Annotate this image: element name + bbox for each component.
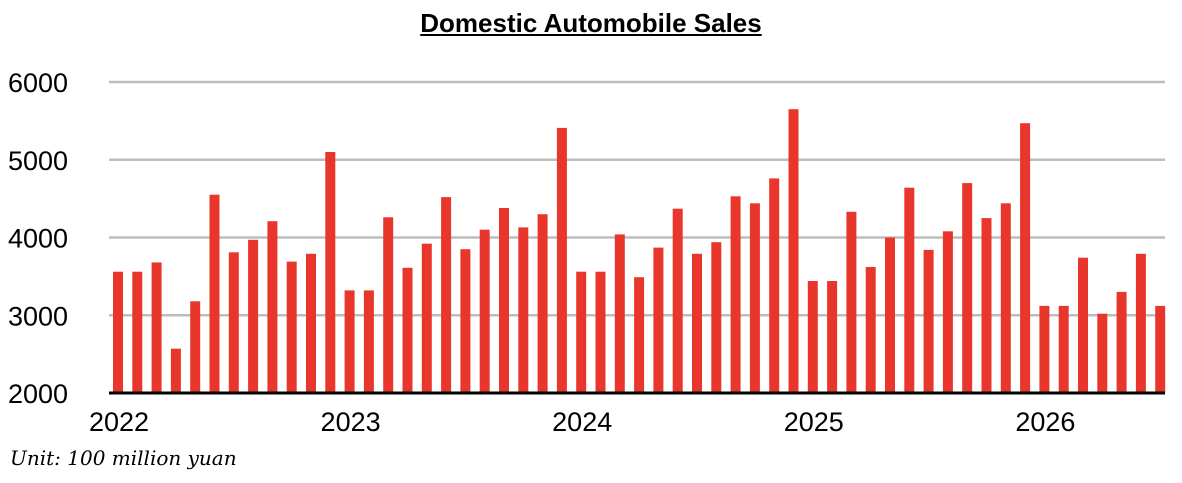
bar-2024-04 <box>634 277 645 393</box>
bar-2024-07 <box>692 253 702 393</box>
bar-2022-10 <box>286 261 297 393</box>
bar-2023-06 <box>441 197 452 393</box>
bars <box>113 109 1166 394</box>
bar-2026-03 <box>1078 257 1088 393</box>
y-tick-label-2000: 2000 <box>8 379 68 409</box>
bar-2022-01 <box>113 271 123 393</box>
bar-2023-07 <box>460 249 471 393</box>
bar-2023-08 <box>479 229 490 393</box>
bar-2025-04 <box>865 267 876 393</box>
bar-2025-01 <box>807 281 818 393</box>
bar-2025-08 <box>942 231 953 393</box>
bar-2022-09 <box>267 221 278 393</box>
bar-2025-11 <box>1000 203 1011 393</box>
bar-2022-06 <box>209 194 220 393</box>
bar-2023-04 <box>402 267 413 393</box>
bar-2024-05 <box>653 247 664 393</box>
x-tick-label-2025: 2025 <box>784 407 844 437</box>
bar-2025-07 <box>923 249 934 393</box>
bar-2024-08 <box>711 242 722 393</box>
bar-2022-12 <box>325 152 336 393</box>
bar-2025-10 <box>981 218 992 393</box>
bar-2025-06 <box>904 187 915 393</box>
y-tick-label-4000: 4000 <box>8 224 68 254</box>
bar-2025-05 <box>885 237 895 393</box>
bar-2024-09 <box>730 196 741 393</box>
x-tick-label-2023: 2023 <box>321 407 381 437</box>
x-tick-label-2026: 2026 <box>1015 407 1075 437</box>
axes: 2000 3000 4000 5000 6000 2022 2023 2024 2025 2026 <box>8 68 1165 437</box>
bar-2024-03 <box>614 234 625 393</box>
bar-2026-06 <box>1135 253 1146 393</box>
y-tick-label-3000: 3000 <box>8 301 68 331</box>
bar-2023-10 <box>518 227 529 393</box>
bar-2024-02 <box>595 271 606 393</box>
unit-note: Unit: 100 million yuan <box>10 446 237 470</box>
bar-2025-03 <box>846 211 857 393</box>
bar-2026-01 <box>1039 305 1050 393</box>
bar-2024-06 <box>672 208 683 393</box>
bar-2024-01 <box>576 271 587 393</box>
bar-2024-10 <box>749 203 760 393</box>
bar-2025-09 <box>962 183 973 393</box>
bar-2023-11 <box>537 214 548 393</box>
bar-2022-04 <box>170 348 181 393</box>
bar-2022-03 <box>151 262 162 393</box>
bar-2022-08 <box>248 239 259 393</box>
bar-2026-04 <box>1097 313 1108 393</box>
bar-2026-05 <box>1116 291 1127 393</box>
y-tick-label-6000: 6000 <box>8 68 68 98</box>
bar-2024-12 <box>788 109 799 393</box>
bar-2023-01 <box>344 290 355 393</box>
bar-2022-05 <box>190 301 201 393</box>
x-tick-label-2024: 2024 <box>552 407 612 437</box>
bar-2025-12 <box>1020 123 1031 393</box>
bar-2026-07 <box>1155 305 1166 393</box>
chart-title: Domestic Automobile Sales <box>420 8 762 38</box>
bar-2026-02 <box>1058 305 1069 393</box>
bar-2022-07 <box>228 252 239 393</box>
bar-2023-05 <box>421 243 432 393</box>
bar-2022-02 <box>132 271 143 393</box>
x-tick-label-2022: 2022 <box>89 407 149 437</box>
bar-2023-02 <box>363 290 374 393</box>
y-tick-label-5000: 5000 <box>8 146 68 176</box>
bar-2025-02 <box>827 281 838 393</box>
bar-2023-03 <box>383 217 394 393</box>
bar-2024-11 <box>769 178 780 393</box>
bar-2023-09 <box>499 208 509 393</box>
bar-2022-11 <box>306 253 316 393</box>
bar-2023-12 <box>556 127 567 394</box>
